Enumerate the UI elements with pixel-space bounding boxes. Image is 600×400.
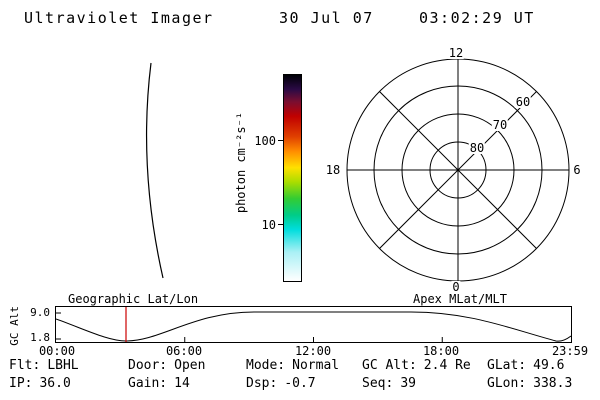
status-dsp-label: Dsp: <box>246 376 278 391</box>
status-gc-alt-label: GC Alt: <box>362 358 417 373</box>
gc-alt-timeline-plot <box>55 306 572 343</box>
status-mode-value: Normal <box>292 358 340 373</box>
status-mode: Mode: Normal <box>246 358 339 373</box>
date-display: 30 Jul 07 <box>279 9 374 27</box>
gc-alt-curve <box>55 311 572 342</box>
status-dsp-value: -0.7 <box>284 376 316 391</box>
polar-mlt-12-label: 12 <box>447 46 465 60</box>
status-flt-label: Flt: <box>9 358 41 373</box>
status-gain-value: 14 <box>174 376 190 391</box>
status-ip-label: IP: <box>9 376 33 391</box>
polar-mlt-18-label: 18 <box>324 163 342 177</box>
timeline-ytick-bottom: 1.8 <box>30 331 50 344</box>
gc-alt-curve-canvas <box>55 307 572 342</box>
status-row-1: Flt: LBHL Door: Open Mode: Normal GC Alt: 2.… <box>0 358 600 373</box>
status-glon-label: GLon: <box>487 376 527 391</box>
status-gain: Gain: 14 <box>128 376 190 391</box>
timeline-ylabel: GC Alt <box>8 306 21 346</box>
timeline-right-title: Apex MLat/MLT <box>413 292 507 306</box>
timeline-xtick-1200: 12:00 <box>294 344 332 358</box>
status-seq-value: 39 <box>400 376 416 391</box>
polar-mlt-6-label: 6 <box>572 163 582 177</box>
status-seq: Seq: 39 <box>362 376 416 391</box>
status-gain-label: Gain: <box>128 376 168 391</box>
timeline-xtick-0000: 00:00 <box>38 344 76 358</box>
timeline-xtick-2359: 23:59 <box>551 344 589 358</box>
polar-lat-60-label: 60 <box>514 95 532 109</box>
status-gc-alt-value: 2.4 Re <box>423 358 471 373</box>
status-mode-label: Mode: <box>246 358 286 373</box>
app-title: Ultraviolet Imager <box>24 9 214 27</box>
time-display: 03:02:29 UT <box>419 9 535 27</box>
colorbar-unit-label: photon cm⁻²s⁻¹ <box>234 112 248 214</box>
polar-lat-80-label: 80 <box>468 141 486 155</box>
polar-lat-70-label: 70 <box>491 118 509 132</box>
status-dsp: Dsp: -0.7 <box>246 376 316 391</box>
colorbar-tick-mark-100 <box>278 140 283 141</box>
status-gc-alt: GC Alt: 2.4 Re <box>362 358 471 373</box>
polar-mlt-0-label: 0 <box>451 280 461 294</box>
status-door-label: Door: <box>128 358 168 373</box>
timeline-xtick-1800: 18:00 <box>422 344 460 358</box>
colorbar-tick-label-100: 100 <box>254 134 276 148</box>
status-seq-label: Seq: <box>362 376 394 391</box>
status-glat-label: GLat: <box>487 358 527 373</box>
status-ip: IP: 36.0 <box>9 376 71 391</box>
status-glat-value: 49.6 <box>533 358 565 373</box>
status-door: Door: Open <box>128 358 205 373</box>
status-row-2: IP: 36.0 Gain: 14 Dsp: -0.7 Seq: 39 GLon: 338… <box>0 376 600 391</box>
status-ip-value: 36.0 <box>39 376 71 391</box>
status-flt: Flt: LBHL <box>9 358 79 373</box>
earth-limb-arc <box>145 62 164 279</box>
timeline-ytick-top: 9.0 <box>30 306 50 319</box>
polar-grid-plot <box>346 58 570 282</box>
status-door-value: Open <box>174 358 206 373</box>
status-glon-value: 338.3 <box>533 376 573 391</box>
colorbar <box>283 74 302 282</box>
timeline-left-title: Geographic Lat/Lon <box>68 292 199 306</box>
status-flt-value: LBHL <box>47 358 79 373</box>
status-glon: GLon: 338.3 <box>487 376 572 391</box>
colorbar-tick-label-10: 10 <box>261 218 276 232</box>
colorbar-tick-mark-10 <box>278 224 283 225</box>
timeline-xtick-0600: 06:00 <box>165 344 203 358</box>
status-glat: GLat: 49.6 <box>487 358 564 373</box>
